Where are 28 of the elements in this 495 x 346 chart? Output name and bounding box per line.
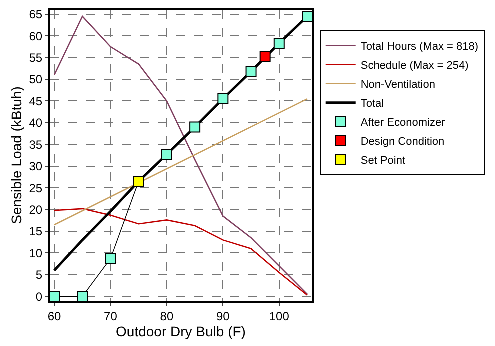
y-tick-label: 20: [29, 202, 43, 217]
y-tick-label: 5: [36, 268, 43, 282]
y-tick-label: 50: [29, 72, 43, 87]
legend-label: Schedule (Max = 254): [360, 60, 469, 72]
y-tick-label: 55: [29, 50, 43, 65]
y-tick-label: 15: [29, 224, 43, 239]
legend-label: Total Hours (Max = 818): [360, 41, 479, 54]
legend-label: Design Condition: [360, 136, 445, 148]
y-tick-label: 30: [29, 160, 43, 174]
y-tick-label: 60: [29, 29, 43, 44]
x-tick-label: 70: [104, 309, 118, 324]
legend-label: Set Point: [360, 155, 406, 168]
x-tick-label: 80: [160, 309, 174, 324]
x-axis-title: Outdoor Dry Bulb (F): [116, 323, 246, 340]
x-tick-label: 90: [216, 309, 230, 324]
x-tick-label: 60: [48, 309, 62, 324]
y-tick-label: 65: [29, 8, 43, 22]
y-tick-label: 40: [29, 116, 43, 130]
y-tick-label: 35: [29, 138, 43, 152]
y-axis-title: Sensible Load (kBtuh): [8, 86, 24, 224]
y-tick-label: 0: [36, 290, 43, 304]
y-tick-label: 45: [29, 94, 43, 108]
y-tick-label: 10: [29, 246, 43, 260]
x-tick-label: 100: [269, 309, 290, 324]
legend-label: Non-Ventilation: [360, 79, 436, 92]
legend-label: After Economizer: [360, 117, 446, 130]
legend-label: Total: [360, 98, 384, 110]
y-tick-label: 25: [29, 181, 43, 196]
